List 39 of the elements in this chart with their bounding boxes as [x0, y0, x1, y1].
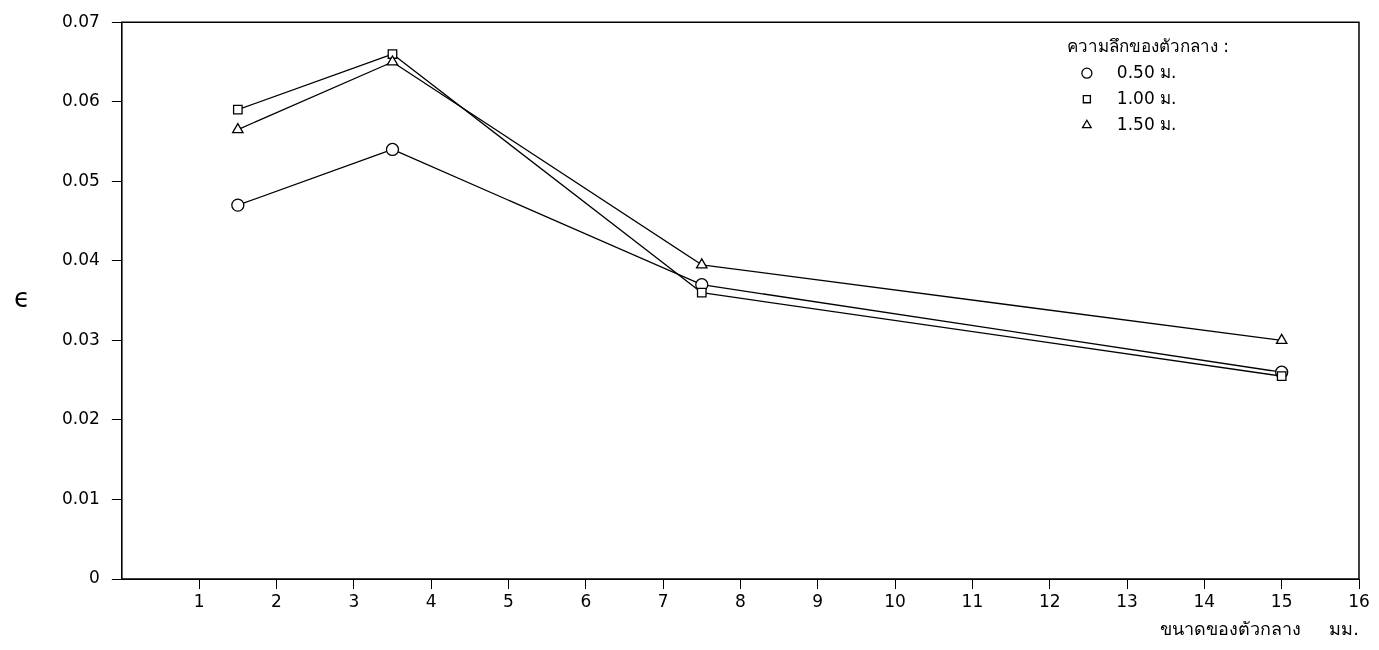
x-tick-label: 4: [425, 590, 437, 611]
x-tick-label: 7: [657, 590, 669, 611]
x-tick-label: 9: [812, 590, 824, 611]
y-tick-label: 0.01: [61, 487, 100, 508]
point: [1275, 333, 1288, 345]
x-tick-label: 3: [348, 590, 360, 611]
x-tick-label: 15: [1270, 590, 1293, 611]
y-tick-label: 0.05: [61, 169, 100, 190]
x-tick-label: 1: [193, 590, 205, 611]
x-tick-label: 11: [961, 590, 984, 611]
x-tick-label: 8: [735, 590, 746, 611]
point: [232, 104, 243, 115]
y-axis-title: ϵ: [14, 283, 30, 314]
legend-label: 1.00 ม.: [1116, 87, 1177, 108]
y-tick-label: 0.03: [61, 328, 100, 349]
y-tick-label: 0.04: [61, 249, 100, 270]
y-tick-label: 0: [89, 567, 100, 588]
x-tick-label: 16: [1348, 590, 1370, 611]
x-tick-label: 12: [1038, 590, 1061, 611]
point: [1276, 371, 1287, 382]
legend-label: 1.50 ม.: [1116, 113, 1177, 134]
x-tick-label: 5: [503, 590, 514, 611]
y-tick-label: 0.02: [61, 408, 100, 429]
legend-label: 0.50 ม.: [1116, 61, 1177, 82]
x-tick-label: 14: [1193, 590, 1216, 611]
point: [385, 142, 400, 157]
point: [696, 287, 707, 298]
point: [231, 122, 244, 134]
point: [695, 258, 708, 269]
point: [386, 55, 399, 66]
point: [231, 198, 245, 212]
x-tick-label: 10: [884, 590, 906, 611]
y-tick-label: 0.06: [61, 90, 100, 111]
x-tick-label: 13: [1116, 590, 1138, 611]
legend-title: ความลึกของตัวกลาง :: [1066, 35, 1230, 56]
x-axis-title: ขนาดของตัวกลาง มม.: [1159, 617, 1359, 639]
y-tick-label: 0.07: [61, 10, 100, 31]
x-tick-label: 2: [271, 590, 282, 611]
x-tick-label: 6: [580, 590, 592, 611]
